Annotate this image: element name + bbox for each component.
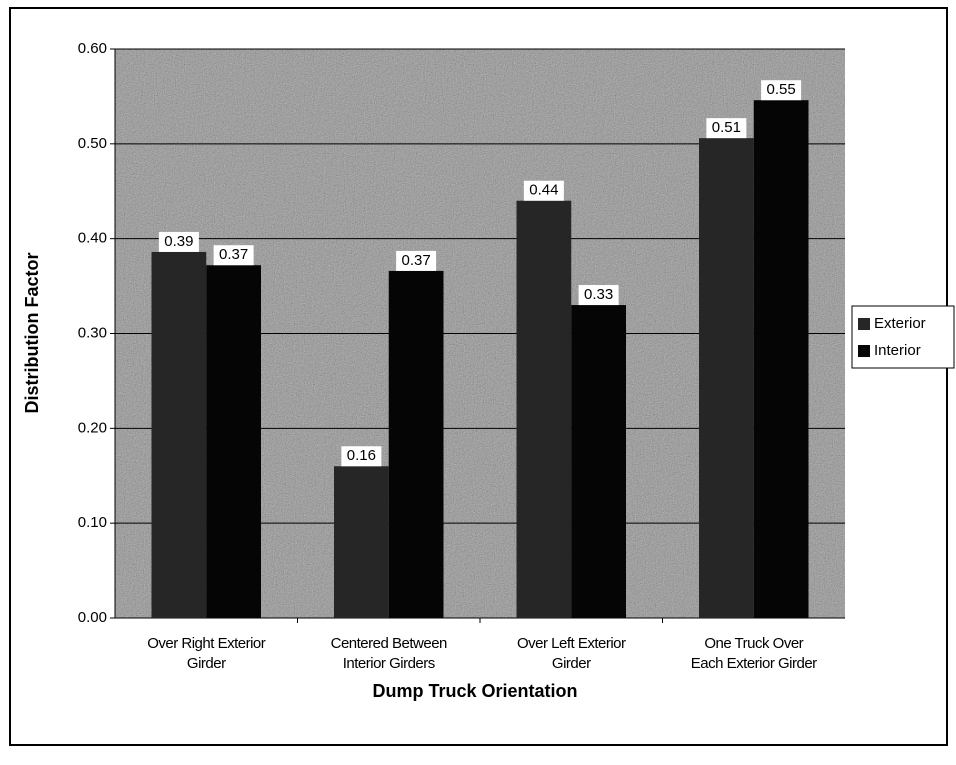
x-tick-label-line: Centered Between <box>331 635 447 652</box>
data-label-box <box>396 250 437 271</box>
bar <box>516 200 572 618</box>
data-label: 0.55 <box>767 81 796 98</box>
y-tick-label: 0.40 <box>78 230 107 247</box>
x-tick-label: Centered Between Interior Girders <box>331 635 447 672</box>
bar <box>388 270 444 618</box>
data-label: 0.37 <box>402 252 431 269</box>
legend-label: Exterior <box>874 315 926 332</box>
bar <box>206 265 261 618</box>
legend-box <box>851 305 955 369</box>
data-label: 0.51 <box>712 119 741 136</box>
legend-swatch <box>858 345 870 357</box>
data-label-box <box>578 285 619 306</box>
bar <box>753 100 809 618</box>
data-label-box <box>523 180 564 201</box>
data-label: 0.39 <box>164 233 193 250</box>
x-tick-label: One Truck Over Each Exterior Girder <box>691 635 817 672</box>
legend-swatch <box>858 318 870 330</box>
y-tick-label: 0.60 <box>78 40 107 57</box>
data-label: 0.16 <box>347 447 376 464</box>
x-tick-label: Over Left Exterior Girder <box>517 635 626 672</box>
y-tick-label: 0.30 <box>78 324 107 341</box>
legend-label: Interior <box>874 342 921 359</box>
x-tick-label-line: Each Exterior Girder <box>691 655 817 672</box>
data-label-box <box>213 245 254 266</box>
y-tick-label: 0.50 <box>78 135 107 152</box>
x-axis-title: Dump Truck Orientation <box>372 681 577 701</box>
x-tick-label-line: Girder <box>187 655 226 672</box>
data-label-box <box>158 231 199 252</box>
y-tick-label: 0.10 <box>78 514 107 531</box>
bar <box>334 466 389 618</box>
data-label-box <box>706 118 747 139</box>
x-tick-label-line: One Truck Over <box>704 635 803 652</box>
bar <box>571 305 626 618</box>
data-label-box <box>761 80 802 101</box>
y-axis-title: Distribution Factor <box>22 253 42 414</box>
data-label-box <box>341 446 382 467</box>
x-tick-label-line: Girder <box>552 655 591 672</box>
y-tick-label: 0.00 <box>78 609 107 626</box>
x-tick-label-line: Over Right Exterior <box>147 635 266 652</box>
bar <box>151 251 207 618</box>
data-label: 0.33 <box>584 286 613 303</box>
x-tick-label: Over Right Exterior Girder <box>147 635 266 672</box>
data-label: 0.44 <box>529 182 558 199</box>
bar <box>699 138 754 619</box>
y-tick-label: 0.20 <box>78 419 107 436</box>
x-tick-label-line: Interior Girders <box>343 655 435 672</box>
x-tick-label-line: Over Left Exterior <box>517 635 626 652</box>
data-label: 0.37 <box>219 246 248 263</box>
